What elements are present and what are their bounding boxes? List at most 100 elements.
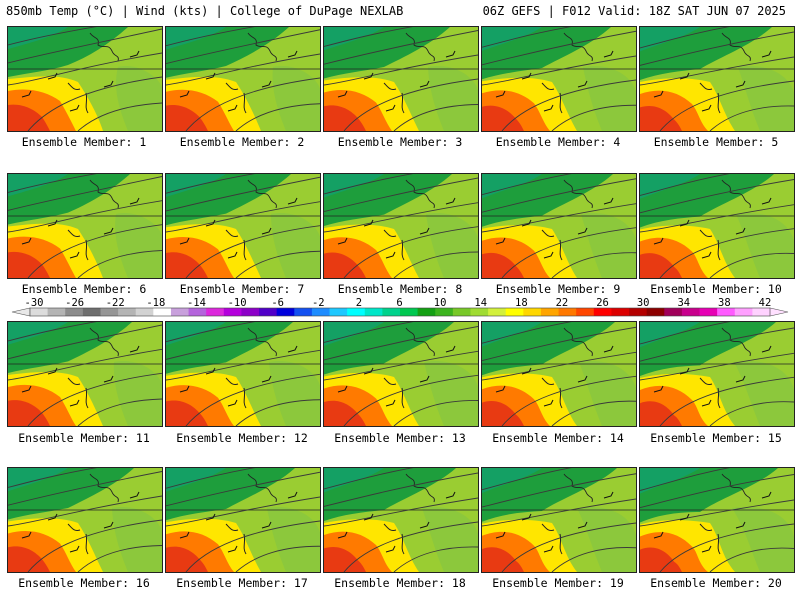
coastline (563, 473, 593, 503)
temp-region-cool (482, 468, 617, 522)
temp-region-east (583, 66, 636, 131)
wind-barb (521, 219, 532, 227)
ensemble-member-label: Ensemble Member: 16 (18, 576, 150, 590)
temp-region-east (269, 361, 320, 426)
temp-region-very-hot (324, 546, 366, 572)
colorbar-tick-label: -6 (271, 297, 284, 309)
wind-barb (47, 219, 58, 227)
wind-barb (103, 375, 114, 383)
coastline (247, 327, 277, 357)
temperature-colorbar (11, 307, 789, 317)
map-field (324, 27, 478, 131)
height-contour (501, 375, 636, 426)
temp-region-cool (640, 468, 778, 523)
wind-barb (261, 80, 272, 88)
map-field (482, 174, 636, 278)
temp-region-cool (166, 468, 295, 521)
height-contour (324, 202, 478, 233)
height-contour (27, 76, 162, 131)
wind-barb (701, 399, 712, 407)
temp-region-cool (640, 174, 774, 228)
colorbar-swatch (505, 308, 524, 316)
coastline (247, 179, 277, 209)
height-contour (640, 204, 794, 233)
height-contour (551, 547, 636, 572)
ensemble-map-panel (323, 321, 479, 427)
lake-outline (67, 82, 89, 114)
height-contour (77, 398, 162, 426)
height-contour (235, 250, 320, 278)
ensemble-map-panel (481, 467, 637, 573)
height-contour (166, 174, 255, 194)
height-contour (185, 225, 320, 278)
colorbar-swatch (276, 308, 295, 316)
model-run-label: 06Z GEFS | F012 Valid: 18Z SAT JUN 07 20… (482, 4, 786, 18)
colorbar-swatch (329, 308, 348, 316)
temp-region-very-hot (166, 252, 208, 278)
colorbar-frame (29, 307, 771, 317)
ensemble-map-panel (481, 173, 637, 279)
temp-region-east (271, 213, 320, 278)
height-contour (393, 400, 478, 426)
ensemble-map-panel (639, 467, 795, 573)
lake-outline (383, 523, 405, 555)
temp-region-cold (166, 468, 226, 492)
wind-barb (761, 491, 772, 499)
map-field (166, 174, 320, 278)
height-contour (8, 324, 162, 360)
wind-barb (521, 72, 532, 80)
wind-barb (179, 90, 190, 98)
colorbar-swatch (734, 308, 753, 316)
temp-region-very-hot (166, 546, 208, 572)
ensemble-member-label: Ensemble Member: 4 (495, 135, 621, 149)
wind-barb (47, 513, 58, 521)
map-field (324, 468, 478, 572)
ensemble-member-label: Ensemble Member: 12 (176, 431, 308, 445)
coastline (89, 179, 119, 209)
wind-barb (603, 197, 614, 205)
height-contour (235, 399, 320, 426)
lake-outline (699, 377, 721, 409)
height-contour (166, 322, 256, 343)
wind-barb (577, 375, 588, 383)
wind-barb (179, 531, 190, 539)
temp-region-cool (640, 27, 772, 80)
temp-region-east (579, 361, 636, 426)
wind-barb (129, 345, 140, 353)
wind-barb (103, 227, 114, 235)
colorbar-swatch (364, 308, 383, 316)
height-contour (659, 376, 794, 426)
wind-barb (385, 251, 396, 259)
height-contour (166, 201, 320, 233)
colorbar-tick-label: 2 (355, 297, 363, 309)
height-contour (8, 322, 97, 342)
ensemble-member-label: Ensemble Member: 18 (334, 576, 466, 590)
wind-barb (103, 80, 114, 88)
colorbar-swatch (417, 308, 436, 316)
ensemble-map-panel (165, 173, 321, 279)
temp-region-very-hot (640, 105, 682, 131)
colorbar-swatch (188, 308, 207, 316)
wind-barb (701, 545, 712, 553)
height-contour (393, 251, 478, 278)
temp-region-cold (640, 468, 700, 494)
temp-region-very-hot (8, 546, 50, 572)
temp-region-very-hot (640, 253, 682, 278)
temp-region-east (732, 507, 794, 572)
height-contour (8, 176, 162, 211)
wind-barb (385, 545, 396, 553)
coastline (721, 179, 751, 209)
height-contour (640, 31, 794, 66)
colorbar-swatch (65, 308, 84, 316)
height-contour (343, 374, 478, 426)
temp-region-cold (640, 322, 700, 348)
height-contour (393, 104, 478, 131)
wind-barb (363, 367, 374, 375)
temp-region-east (267, 507, 320, 572)
ensemble-member-label: Ensemble Member: 19 (492, 576, 624, 590)
height-contour (8, 28, 162, 64)
wind-barb (69, 104, 80, 112)
temp-region-east (115, 213, 162, 278)
height-contour (551, 104, 636, 131)
wind-barb (543, 104, 554, 112)
